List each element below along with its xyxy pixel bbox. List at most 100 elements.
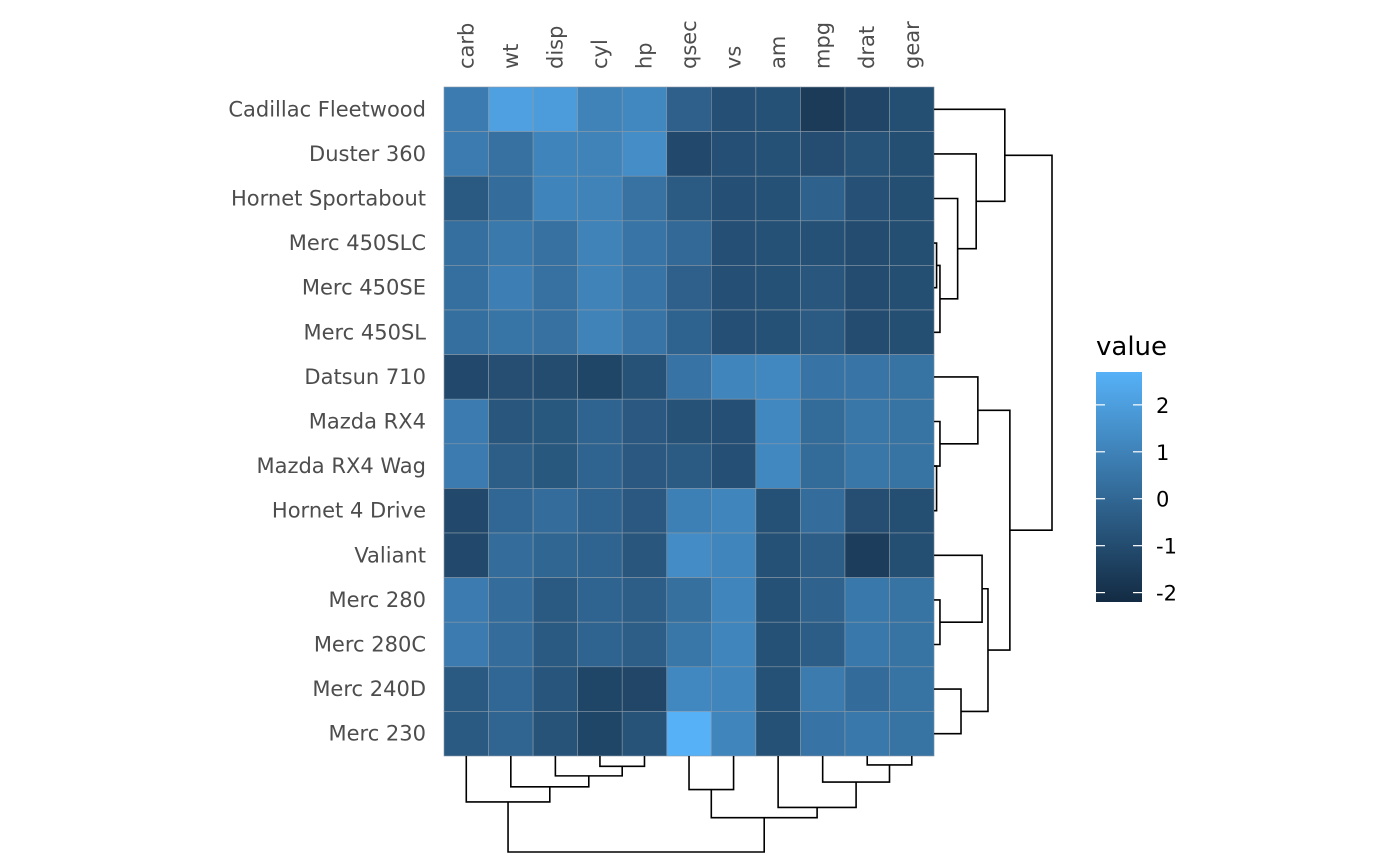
- dendrogram-branch: [961, 587, 989, 713]
- heatmap-cell: [532, 443, 578, 489]
- heatmap-cell: [621, 398, 668, 445]
- heatmap-cell: [666, 577, 712, 623]
- heatmap-cell: [889, 309, 935, 355]
- legend-tick-label: -1: [1156, 535, 1177, 559]
- heatmap-cell: [443, 220, 489, 266]
- heatmap-cell: [666, 666, 712, 712]
- dendrogram-branch: [821, 756, 891, 783]
- heatmap-cell: [532, 220, 578, 266]
- heatmap-cell: [443, 711, 489, 757]
- column-label: qsec: [677, 20, 701, 69]
- heatmap-cell: [755, 309, 801, 355]
- heatmap-cell: [488, 621, 534, 668]
- heatmap-cell: [443, 131, 489, 177]
- column-label: carb: [454, 23, 478, 69]
- column-label: drat: [855, 26, 879, 69]
- heatmap-cell: [710, 220, 757, 266]
- heatmap-cell: [488, 666, 534, 712]
- heatmap-cell: [755, 621, 801, 668]
- heatmap-cell: [800, 488, 846, 534]
- row-label: Merc 450SE: [302, 276, 426, 300]
- dendrogram-branch: [465, 756, 551, 803]
- heatmap-cell: [577, 443, 623, 489]
- heatmap-cell: [443, 532, 489, 578]
- legend-ticks: 2 1 0 -1 -2: [1096, 394, 1177, 606]
- row-label: Hornet 4 Drive: [272, 499, 426, 523]
- row-dendrogram: [934, 108, 1053, 735]
- heatmap-cell: [800, 443, 846, 489]
- heatmap-cell: [710, 354, 757, 400]
- heatmap-cell: [532, 711, 578, 757]
- heatmap-cell: [800, 220, 846, 266]
- heatmap-cell: [443, 621, 489, 668]
- row-labels: Cadillac Fleetwood Duster 360 Hornet Sport…: [228, 97, 426, 745]
- heatmap-cell: [488, 443, 534, 489]
- heatmap-cell: [577, 220, 623, 266]
- column-label: vs: [722, 46, 746, 69]
- dendrogram-branch: [599, 756, 646, 768]
- heatmap-cell: [844, 666, 890, 712]
- heatmap-cell: [755, 532, 801, 578]
- heatmap-cell: [577, 354, 623, 400]
- heatmap-cell: [889, 86, 935, 132]
- heatmap-cell: [443, 86, 489, 132]
- heatmap-cell: [532, 265, 578, 311]
- heatmap-cell: [844, 175, 890, 222]
- heatmap-cell: [443, 175, 489, 222]
- heatmap-cell: [800, 532, 846, 578]
- dendrogram-branch: [934, 688, 962, 735]
- heatmap-cell: [488, 220, 534, 266]
- dendrogram-branch: [934, 554, 983, 623]
- heatmap-cell: [443, 354, 489, 400]
- heatmap-cell: [666, 621, 712, 668]
- heatmap-cell: [710, 621, 757, 668]
- heatmap-cell: [800, 666, 846, 712]
- heatmap-cell: [666, 265, 712, 311]
- heatmap-cell: [532, 532, 578, 578]
- heatmap-cell: [666, 131, 712, 177]
- dendrogram-branch: [934, 153, 977, 250]
- dendrogram-branch: [934, 465, 938, 512]
- heatmap-cell: [443, 398, 489, 445]
- heatmap-cell: [443, 309, 489, 355]
- heatmap-cell: [800, 577, 846, 623]
- heatmap-cell: [621, 175, 668, 222]
- heatmap-cell: [443, 488, 489, 534]
- legend-tick-label: -2: [1156, 582, 1177, 606]
- heatmap-cell: [577, 309, 623, 355]
- heatmap-cell: [710, 86, 757, 132]
- heatmap-grid: [443, 86, 935, 757]
- heatmap-cell: [710, 532, 757, 578]
- heatmap-cell: [800, 621, 846, 668]
- heatmap-cell: [755, 265, 801, 311]
- heatmap-cell: [800, 175, 846, 222]
- heatmap-cell: [844, 220, 890, 266]
- heatmap-cell: [621, 666, 668, 712]
- heatmap-cell: [532, 131, 578, 177]
- heatmap-cell: [844, 309, 890, 355]
- heatmap-cell: [889, 131, 935, 177]
- heatmap-cell: [532, 666, 578, 712]
- row-label: Merc 230: [328, 722, 426, 746]
- heatmap-cell: [889, 577, 935, 623]
- heatmap-cell: [889, 443, 935, 489]
- heatmap-cell: [889, 354, 935, 400]
- heatmap-cell: [621, 443, 668, 489]
- heatmap-cell: [844, 265, 890, 311]
- heatmap-cell: [889, 220, 935, 266]
- heatmap-cell: [710, 666, 757, 712]
- heatmap-cell: [755, 711, 801, 757]
- column-label: gear: [900, 21, 924, 69]
- heatmap-cell: [800, 86, 846, 132]
- column-label: am: [766, 36, 790, 69]
- dendrogram-branch: [934, 108, 1006, 203]
- heatmap-cell: [621, 131, 668, 177]
- heatmap-cell: [666, 532, 712, 578]
- heatmap-cell: [488, 577, 534, 623]
- heatmap-cell: [577, 488, 623, 534]
- heatmap-cell: [755, 220, 801, 266]
- heatmap-cell: [800, 398, 846, 445]
- dendrogram-branch: [934, 197, 959, 300]
- dendrogram-branch: [934, 599, 941, 646]
- heatmap-cell: [666, 175, 712, 222]
